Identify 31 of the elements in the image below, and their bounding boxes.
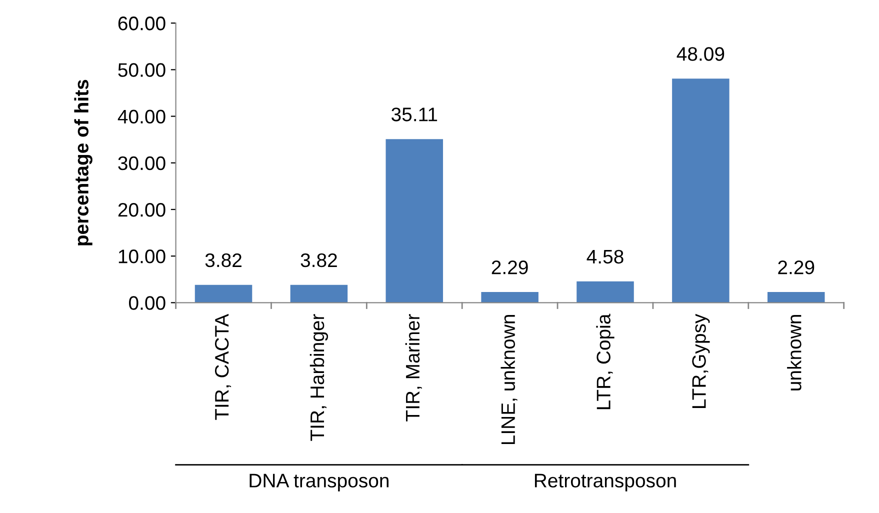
x-tick-label: LINE, unknown bbox=[500, 315, 518, 444]
bar bbox=[672, 78, 730, 303]
text: DNA transposon bbox=[250, 474, 388, 492]
bar bbox=[290, 284, 348, 303]
data-label: 2.29 bbox=[492, 260, 528, 274]
bar bbox=[767, 292, 825, 303]
y-tick-label: 10.00 bbox=[118, 250, 166, 264]
bar bbox=[481, 292, 538, 303]
y-tick-label: 40.00 bbox=[118, 110, 166, 124]
y-tick-label: 20.00 bbox=[118, 202, 166, 217]
x-tick-label: TIR, Harbinger bbox=[310, 314, 328, 441]
x-tick-label: unknown bbox=[787, 315, 802, 390]
x-tick-label: TIR, CACTA bbox=[214, 314, 232, 420]
data-label: 48.09 bbox=[676, 47, 724, 61]
data-label: 35.11 bbox=[392, 108, 438, 122]
data-label: 3.82 bbox=[205, 253, 242, 268]
bar bbox=[386, 139, 444, 303]
x-tick-label: LTR,Gypsy bbox=[692, 314, 710, 408]
data-label: 4.58 bbox=[586, 250, 624, 264]
data-label: 3.82 bbox=[300, 253, 337, 268]
y-tick-label: 50.00 bbox=[118, 63, 166, 77]
x-tick-label: TIR, Mariner bbox=[405, 314, 422, 422]
bar bbox=[194, 284, 252, 303]
y-axis-title: percentage of hits bbox=[74, 80, 92, 246]
x-tick-label: LTR, Copia bbox=[596, 314, 614, 410]
y-tick-label: 30.00 bbox=[118, 156, 166, 170]
y-tick-label: 60.00 bbox=[118, 16, 166, 30]
data-label: 2.29 bbox=[778, 260, 814, 274]
y-tick-label: 0.00 bbox=[128, 296, 166, 310]
bar bbox=[576, 281, 634, 303]
text: Retrotransposon bbox=[534, 474, 676, 492]
